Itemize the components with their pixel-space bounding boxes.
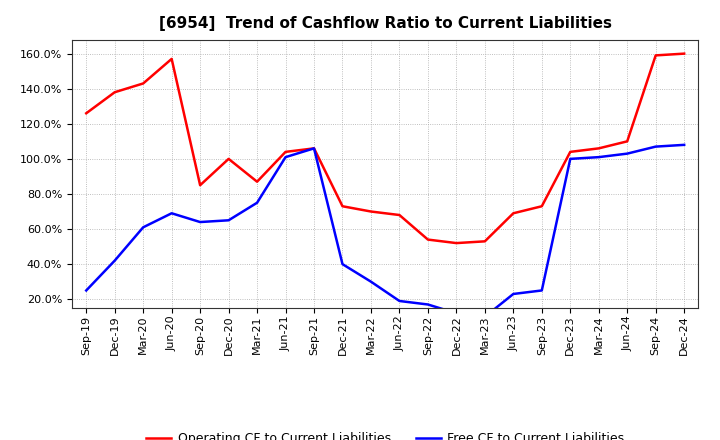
Free CF to Current Liabilities — [652, 144, 660, 149]
Free CF to Current Liabilities — [167, 211, 176, 216]
Operating CF to Current Liabilities — [338, 204, 347, 209]
Operating CF to Current Liabilities — [225, 156, 233, 161]
Operating CF to Current Liabilities — [452, 240, 461, 246]
Operating CF to Current Liabilities — [423, 237, 432, 242]
Operating CF to Current Liabilities — [282, 149, 290, 154]
Operating CF to Current Liabilities — [253, 179, 261, 184]
Free CF to Current Liabilities — [310, 146, 318, 151]
Free CF to Current Liabilities — [537, 288, 546, 293]
Free CF to Current Liabilities — [338, 261, 347, 267]
Free CF to Current Liabilities — [110, 258, 119, 263]
Free CF to Current Liabilities — [139, 225, 148, 230]
Operating CF to Current Liabilities — [366, 209, 375, 214]
Operating CF to Current Liabilities — [652, 53, 660, 58]
Line: Operating CF to Current Liabilities: Operating CF to Current Liabilities — [86, 54, 684, 243]
Free CF to Current Liabilities — [423, 302, 432, 307]
Operating CF to Current Liabilities — [310, 146, 318, 151]
Operating CF to Current Liabilities — [139, 81, 148, 86]
Operating CF to Current Liabilities — [167, 56, 176, 62]
Free CF to Current Liabilities — [225, 218, 233, 223]
Free CF to Current Liabilities — [366, 279, 375, 284]
Free CF to Current Liabilities — [452, 311, 461, 316]
Free CF to Current Liabilities — [196, 220, 204, 225]
Free CF to Current Liabilities — [509, 291, 518, 297]
Free CF to Current Liabilities — [82, 288, 91, 293]
Free CF to Current Liabilities — [253, 200, 261, 205]
Operating CF to Current Liabilities — [537, 204, 546, 209]
Free CF to Current Liabilities — [282, 154, 290, 160]
Free CF to Current Liabilities — [395, 298, 404, 304]
Operating CF to Current Liabilities — [395, 213, 404, 218]
Free CF to Current Liabilities — [680, 142, 688, 147]
Operating CF to Current Liabilities — [566, 149, 575, 154]
Legend: Operating CF to Current Liabilities, Free CF to Current Liabilities: Operating CF to Current Liabilities, Fre… — [141, 427, 629, 440]
Line: Free CF to Current Liabilities: Free CF to Current Liabilities — [86, 145, 684, 317]
Free CF to Current Liabilities — [595, 154, 603, 160]
Free CF to Current Liabilities — [480, 314, 489, 319]
Operating CF to Current Liabilities — [680, 51, 688, 56]
Free CF to Current Liabilities — [623, 151, 631, 156]
Title: [6954]  Trend of Cashflow Ratio to Current Liabilities: [6954] Trend of Cashflow Ratio to Curren… — [158, 16, 612, 32]
Operating CF to Current Liabilities — [623, 139, 631, 144]
Operating CF to Current Liabilities — [509, 211, 518, 216]
Operating CF to Current Liabilities — [82, 110, 91, 116]
Operating CF to Current Liabilities — [196, 183, 204, 188]
Operating CF to Current Liabilities — [595, 146, 603, 151]
Free CF to Current Liabilities — [566, 156, 575, 161]
Operating CF to Current Liabilities — [110, 90, 119, 95]
Operating CF to Current Liabilities — [480, 238, 489, 244]
